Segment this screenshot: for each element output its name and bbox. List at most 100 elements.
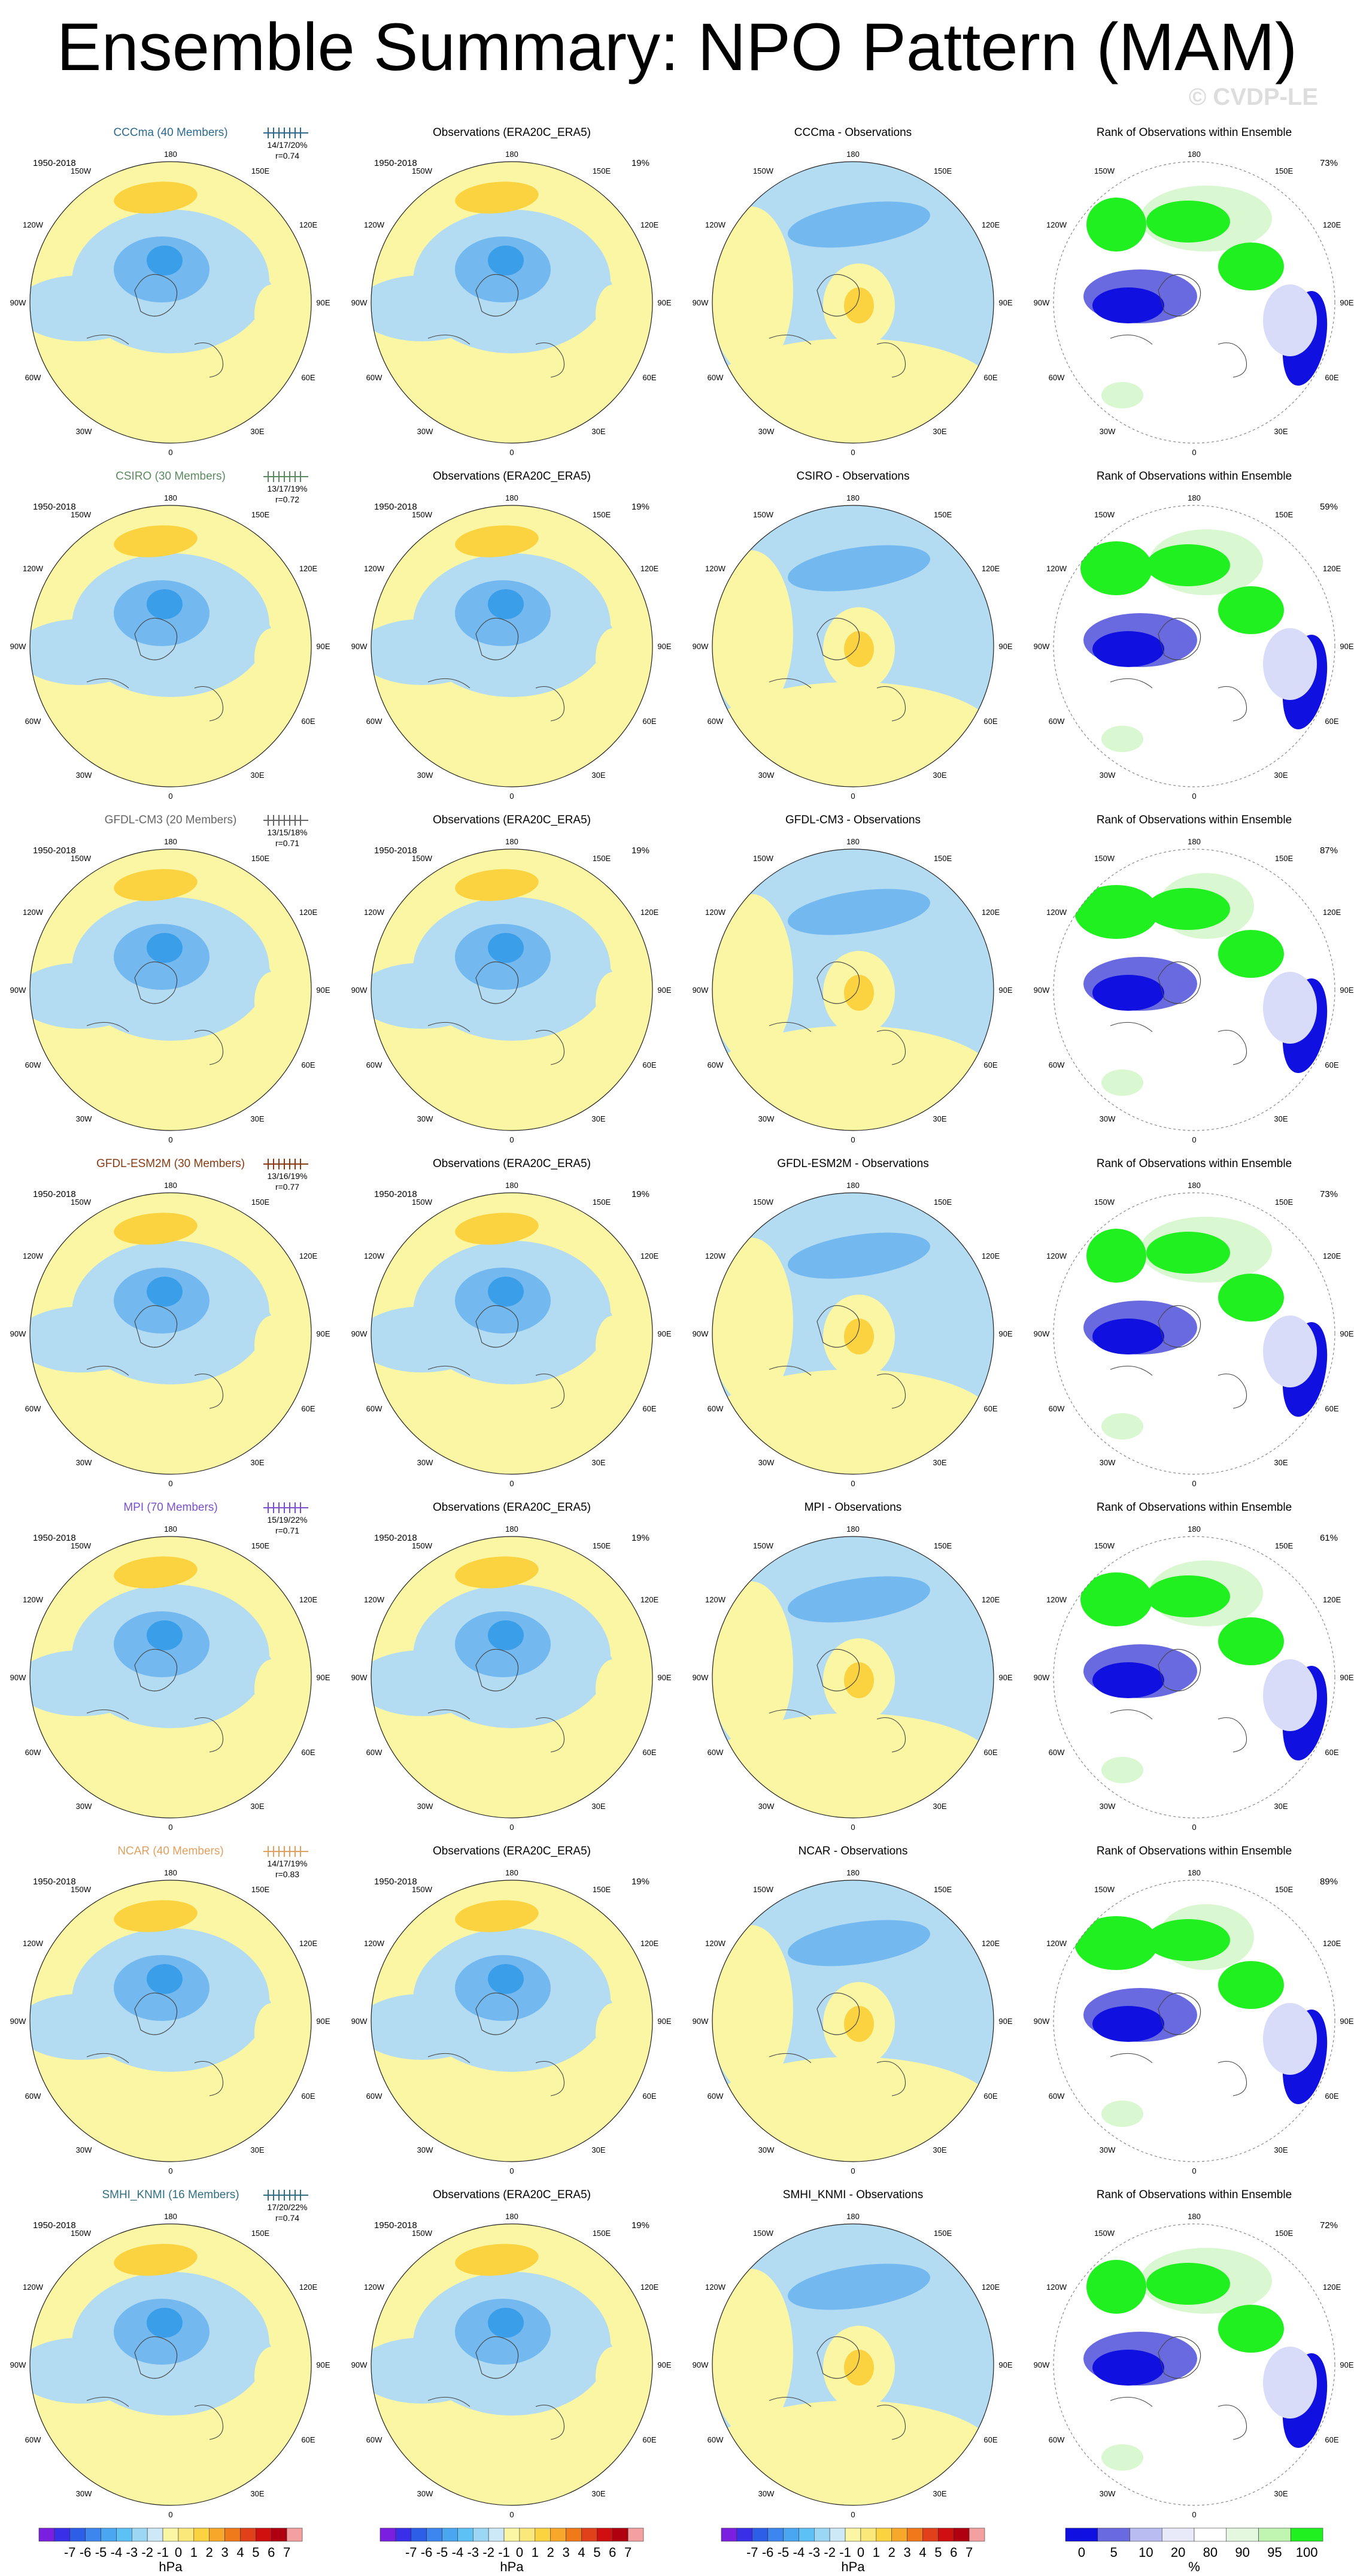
lon-label-lr: 60E (301, 717, 315, 726)
m4-map: 180 150W 150E 120W 120E 90W 90E 60W 60E 30W 30E 0 (10, 1525, 330, 1832)
lon-label-ul: 120W (23, 220, 44, 229)
colorbar-swatch (597, 2527, 613, 2542)
lon-label-top: 180 (846, 1181, 860, 1190)
colorbar-swatch (953, 2527, 970, 2542)
lon-label-tr: 150E (934, 1198, 952, 1207)
rank-green-region (1146, 544, 1230, 586)
spread-stats: 13/15/18% (268, 828, 308, 837)
colorbar-tick: 2 (547, 2545, 554, 2560)
lon-label-tl: 150W (1094, 1885, 1115, 1894)
colorbar-swatch (178, 2527, 195, 2542)
rank-colorbar-swatch (1097, 2527, 1130, 2542)
positive-region (596, 972, 632, 1032)
rank-pct: 87% (1320, 845, 1338, 856)
negative-region (371, 1994, 488, 2060)
page-title: Ensemble Summary: NPO Pattern (MAM) (56, 10, 1298, 84)
lon-label-bl: 30W (417, 1458, 433, 1467)
lon-label-bl: 30W (1100, 1114, 1116, 1123)
lon-label-bottom: 0 (851, 792, 855, 801)
lon-label-top: 180 (846, 1525, 860, 1534)
lon-label-top: 180 (1188, 493, 1201, 502)
colorbar-swatch (488, 2527, 505, 2542)
negative-region (788, 889, 930, 935)
period-label: 1950-2018 (33, 2220, 76, 2230)
positive-core (455, 181, 539, 214)
lon-label-ml: 90W (351, 2360, 368, 2369)
r6-map: 180 150W 150E 120W 120E 90W 90E 60W 60E 30W 30E 0 (1034, 2212, 1354, 2519)
lon-label-bl: 30W (76, 2489, 92, 2498)
colorbar-tick: -1 (839, 2545, 851, 2560)
colorbar-tick: -1 (498, 2545, 510, 2560)
lon-label-ul: 120W (364, 220, 385, 229)
rank-colorbar-swatch (1194, 2527, 1227, 2542)
colorbar-tick: 0 (516, 2545, 523, 2560)
lon-label-ml: 90W (1034, 642, 1050, 651)
diff-title: MPI - Observations (804, 1501, 902, 1514)
rank-green-region (1218, 243, 1284, 290)
lon-label-br: 30E (250, 1114, 264, 1123)
lon-label-ml: 90W (693, 642, 709, 651)
d1-map: 180 150W 150E 120W 120E 90W 90E 60W 60E 30W 30E 0 (693, 493, 1013, 801)
lon-label-ll: 60W (25, 2092, 41, 2101)
lon-label-ml: 90W (10, 642, 26, 651)
lon-label-tl: 150W (71, 1541, 92, 1550)
lon-label-lr: 60E (1325, 2435, 1338, 2444)
lon-label-ur: 120E (1323, 1251, 1341, 1260)
lon-label-bottom: 0 (1192, 1823, 1196, 1832)
lon-label-top: 180 (164, 1868, 177, 1877)
negative-core (488, 589, 524, 619)
colorbar-tick: -6 (421, 2545, 433, 2560)
lon-label-ur: 120E (640, 2283, 659, 2292)
lon-label-top: 180 (1188, 1181, 1201, 1190)
lon-label-ur: 120E (299, 908, 318, 917)
coastline (1110, 1648, 1247, 1753)
lon-label-ll: 60W (25, 1404, 41, 1413)
lon-label-mr: 90E (316, 1329, 330, 1338)
lon-label-bl: 30W (417, 1114, 433, 1123)
lon-label-ur: 120E (299, 2283, 318, 2292)
colorbar-swatch (845, 2527, 861, 2542)
colorbar-tick: -3 (126, 2545, 138, 2560)
lon-label-lr: 60E (983, 2435, 997, 2444)
period-label: 1950-2018 (374, 1877, 417, 1887)
r1-map: 180 150W 150E 120W 120E 90W 90E 60W 60E 30W 30E 0 (1034, 493, 1354, 801)
lon-label-br: 30E (1274, 1114, 1288, 1123)
rank-green-region (1218, 1274, 1284, 1322)
lon-label-ll: 60W (366, 2092, 382, 2101)
obs-title: Observations (ERA20C_ERA5) (433, 1501, 591, 1514)
lon-label-ll: 60W (25, 1060, 41, 1069)
lon-label-ul: 120W (364, 564, 385, 573)
lon-label-bottom: 0 (851, 1479, 855, 1488)
negative-core (488, 933, 524, 963)
lon-label-mr: 90E (657, 986, 671, 995)
lon-label-br: 30E (1274, 771, 1288, 780)
lon-label-mr: 90E (998, 2360, 1012, 2369)
lon-label-top: 180 (1188, 837, 1201, 846)
coastline (427, 2336, 565, 2440)
positive-region (712, 682, 994, 787)
positive-region (254, 2003, 290, 2063)
coastline (1110, 2336, 1247, 2440)
colorbar-tick: 4 (236, 2545, 244, 2560)
period-label: 1950-2018 (33, 158, 76, 168)
rank-green-region (1074, 885, 1158, 939)
lon-label-top: 180 (1188, 150, 1201, 159)
positive-region (596, 1659, 632, 1719)
negative-core (488, 2308, 524, 2338)
lon-label-ur: 120E (1323, 1595, 1341, 1604)
lon-label-br: 30E (591, 2489, 605, 2498)
colorbar-swatch (566, 2527, 582, 2542)
positive-region (712, 2401, 994, 2505)
lon-label-bottom: 0 (168, 1823, 172, 1832)
colorbar-tick: -3 (467, 2545, 479, 2560)
map-border (712, 505, 994, 787)
lon-label-ml: 90W (10, 298, 26, 307)
lon-label-bottom: 0 (1192, 448, 1196, 457)
lon-label-ul: 120W (705, 564, 726, 573)
period-label: 1950-2018 (33, 502, 76, 512)
rank-light-region (1263, 2347, 1317, 2419)
lon-label-tr: 150E (251, 166, 270, 175)
lon-label-bl: 30W (1100, 1802, 1116, 1811)
lon-label-ur: 120E (1323, 564, 1341, 573)
lon-label-tl: 150W (71, 854, 92, 863)
